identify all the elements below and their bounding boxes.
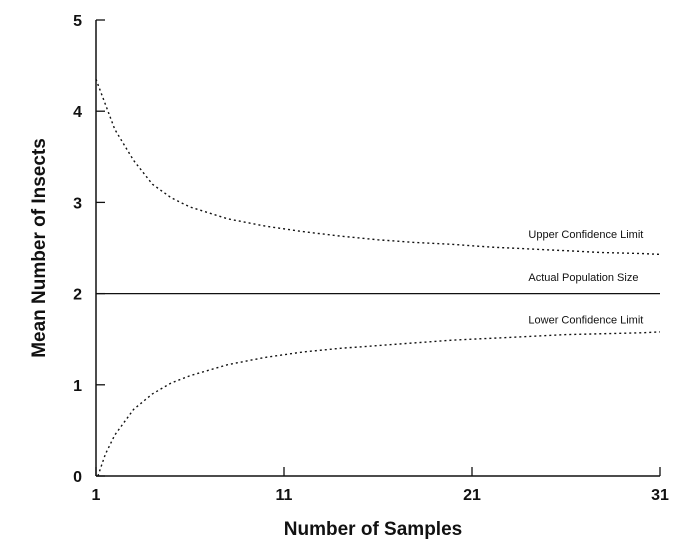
actual-population-size-label: Actual Population Size [528, 272, 638, 284]
x-tick-label: 21 [463, 487, 481, 504]
y-tick-label: 4 [73, 104, 82, 121]
y-tick-label: 0 [73, 469, 82, 486]
lower-confidence-limit-line [97, 331, 661, 477]
upper-confidence-limit-label: Upper Confidence Limit [528, 229, 643, 241]
y-axis-title: Mean Number of Insects [29, 138, 50, 358]
y-tick-label: 5 [73, 13, 82, 30]
x-tick-label: 1 [92, 487, 101, 504]
y-tick-label: 3 [73, 195, 82, 212]
lower-confidence-limit-label: Lower Confidence Limit [528, 315, 643, 327]
y-tick-label: 2 [73, 287, 82, 304]
x-tick-label: 11 [276, 487, 293, 504]
x-axis-title: Number of Samples [284, 519, 462, 540]
x-tick-label: 31 [651, 487, 669, 504]
upper-confidence-limit-line [95, 79, 661, 256]
y-tick-label: 1 [73, 378, 82, 395]
